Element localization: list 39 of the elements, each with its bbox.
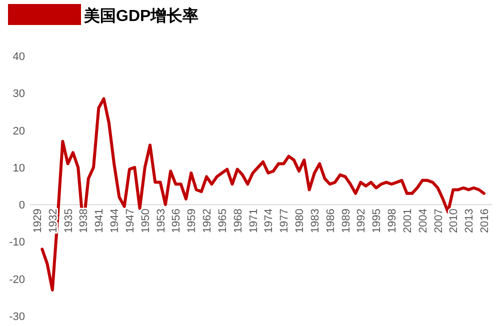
x-tick-label: 2004	[417, 208, 430, 234]
x-tick-label: 1974	[263, 208, 276, 234]
y-tick-label: 30	[12, 88, 25, 100]
x-tick-label: 2016	[479, 208, 491, 234]
x-tick-label: 1986	[324, 208, 337, 234]
legend-label: 美国GDP增长率	[83, 6, 199, 25]
x-tick-label: 1998	[386, 208, 399, 234]
x-tick-label: 1953	[155, 208, 168, 234]
x-tick-label: 1959	[186, 208, 198, 234]
x-tick-label: 1950	[140, 208, 152, 234]
x-tick-label: 1938	[78, 208, 90, 234]
x-tick-label: 1935	[62, 208, 75, 234]
y-tick-label: 20	[12, 125, 25, 138]
x-tick-label: 1962	[202, 208, 214, 234]
x-tick-label: 1965	[216, 208, 229, 234]
x-tick-label: 1989	[340, 208, 352, 234]
x-tick-label: 1980	[294, 208, 306, 234]
x-tick-label: 1944	[109, 208, 122, 234]
x-tick-label: 1977	[278, 208, 291, 234]
x-tick-label: 1968	[232, 208, 244, 234]
x-tick-label: 1941	[94, 208, 106, 234]
x-tick-label: 2007	[432, 208, 445, 234]
x-tick-label: 1971	[248, 208, 260, 234]
x-tick-label: 1956	[170, 208, 183, 234]
x-tick-label: 1947	[124, 208, 136, 234]
y-tick-label: 10	[12, 162, 25, 174]
x-tick-label: 1983	[309, 208, 322, 234]
y-tick-label: -10	[9, 236, 25, 249]
x-tick-label: 1929	[32, 208, 44, 234]
x-tick-label: 2010	[448, 208, 460, 234]
x-tick-label: 2001	[402, 208, 414, 234]
y-tick-label: -20	[9, 274, 25, 286]
y-tick-label: 40	[12, 51, 25, 63]
y-tick-label: -30	[9, 311, 25, 323]
y-tick-label: 0	[18, 200, 25, 212]
x-tick-label: 1995	[371, 208, 384, 234]
x-tick-label: 1932	[47, 208, 60, 234]
x-tick-label: 2013	[464, 208, 476, 234]
x-tick-label: 1992	[356, 208, 368, 234]
